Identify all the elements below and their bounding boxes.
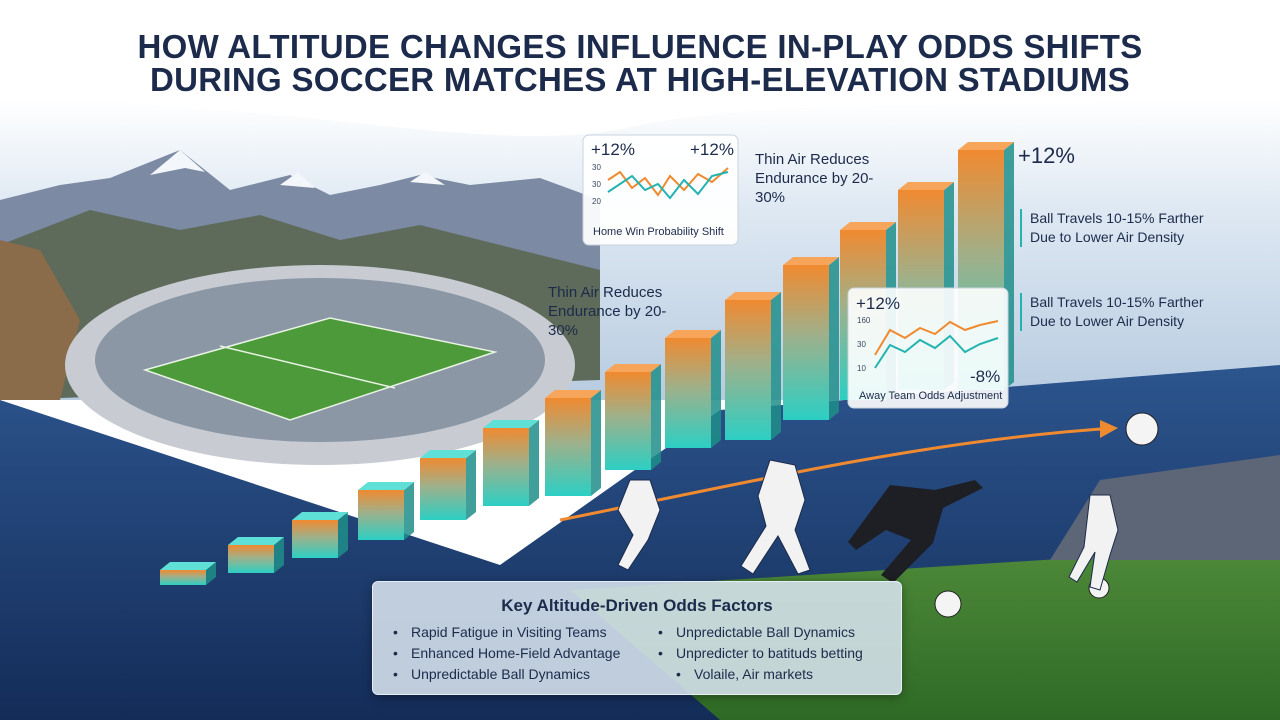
block-face — [605, 372, 651, 470]
block-face — [771, 292, 781, 440]
block-face — [840, 222, 896, 230]
block-face — [545, 390, 601, 398]
callout: Thin Air Reduces Endurance by 20-30% — [755, 151, 874, 206]
badge: +12% — [690, 140, 734, 159]
block-face — [466, 450, 476, 520]
tick-label: 20 — [592, 197, 601, 206]
block-face — [829, 257, 839, 420]
block-face — [483, 420, 539, 428]
caption: Home Win Probability Shift — [593, 226, 724, 238]
pitch-lines — [142, 317, 498, 421]
block-face — [358, 490, 404, 540]
badge: +12% — [591, 140, 635, 159]
block-face — [898, 182, 954, 190]
block-face — [958, 142, 1014, 150]
players — [617, 459, 1119, 591]
tick-label: 160 — [857, 316, 871, 325]
badge: +12% — [1018, 143, 1075, 168]
ball — [1125, 412, 1159, 446]
factors-right: Unpredictable Ball Dynamics Unpredicter … — [658, 622, 863, 685]
block-face — [651, 364, 661, 470]
block-face — [605, 364, 661, 372]
tick-label: 30 — [592, 163, 601, 172]
block-face — [292, 520, 338, 558]
block-face — [274, 537, 284, 573]
teal-trend — [874, 334, 999, 369]
block-face — [591, 390, 601, 496]
factors-left: Rapid Fatigue in Visiting Teams Enhanced… — [393, 622, 620, 685]
block-face — [292, 512, 348, 520]
block-face — [665, 338, 711, 448]
block-face — [783, 257, 839, 265]
block-face — [420, 458, 466, 520]
block-face — [404, 482, 414, 540]
ball — [934, 590, 962, 618]
sky-top — [0, 0, 1280, 136]
factor: Unpredictable Ball Dynamics — [658, 622, 863, 643]
title: DURING SOCCER MATCHES AT HIGH-ELEVATION … — [150, 61, 1130, 98]
factor: Enhanced Home-Field Advantage — [393, 643, 620, 664]
tick-label: 30 — [857, 340, 866, 349]
block-face — [545, 398, 591, 496]
arrow-head — [1100, 420, 1118, 438]
block-face — [665, 330, 721, 338]
block-face — [420, 450, 476, 458]
block-face — [228, 537, 284, 545]
block-face — [358, 482, 414, 490]
tick-label: 10 — [857, 364, 866, 373]
block-face — [206, 562, 216, 585]
teal-trend — [607, 171, 729, 200]
factor-continued: Volaile, Air markets — [658, 664, 863, 685]
badge: -8% — [970, 367, 1001, 386]
block-face — [160, 570, 206, 585]
callout: Thin Air Reduces Endurance by 20-30% — [548, 284, 667, 339]
pitch — [145, 318, 495, 420]
block-face — [338, 512, 348, 558]
block-face — [483, 428, 529, 506]
tick-label: 30 — [592, 180, 601, 189]
away-card — [847, 287, 1009, 409]
block-face — [725, 292, 781, 300]
block-face — [711, 330, 721, 448]
factors-box: Key Altitude-Driven Odds Factors Rapid F… — [372, 581, 902, 695]
factors-title: Key Altitude-Driven Odds Factors — [501, 596, 773, 615]
block-face — [725, 300, 771, 440]
snow-caps — [150, 150, 445, 188]
factor: Unpredictable Ball Dynamics — [393, 664, 620, 685]
badge: +12% — [856, 294, 900, 313]
callout: Ball Travels 10-15% Farther Due to Lower… — [1020, 293, 1210, 331]
block-face — [160, 562, 216, 570]
block-face — [783, 265, 829, 420]
hillside — [0, 240, 80, 400]
caption: Away Team Odds Adjustment — [859, 390, 1003, 402]
goalkeeper — [848, 480, 983, 583]
title: HOW ALTITUDE CHANGES INFLUENCE IN-PLAY O… — [137, 28, 1143, 65]
block-face — [529, 420, 539, 506]
factor: Unpredicter to batituds betting — [658, 643, 863, 664]
block-face — [228, 545, 274, 573]
factor: Rapid Fatigue in Visiting Teams — [393, 622, 620, 643]
orange-trend — [874, 320, 999, 356]
callout: Ball Travels 10-15% Farther Due to Lower… — [1020, 209, 1210, 247]
